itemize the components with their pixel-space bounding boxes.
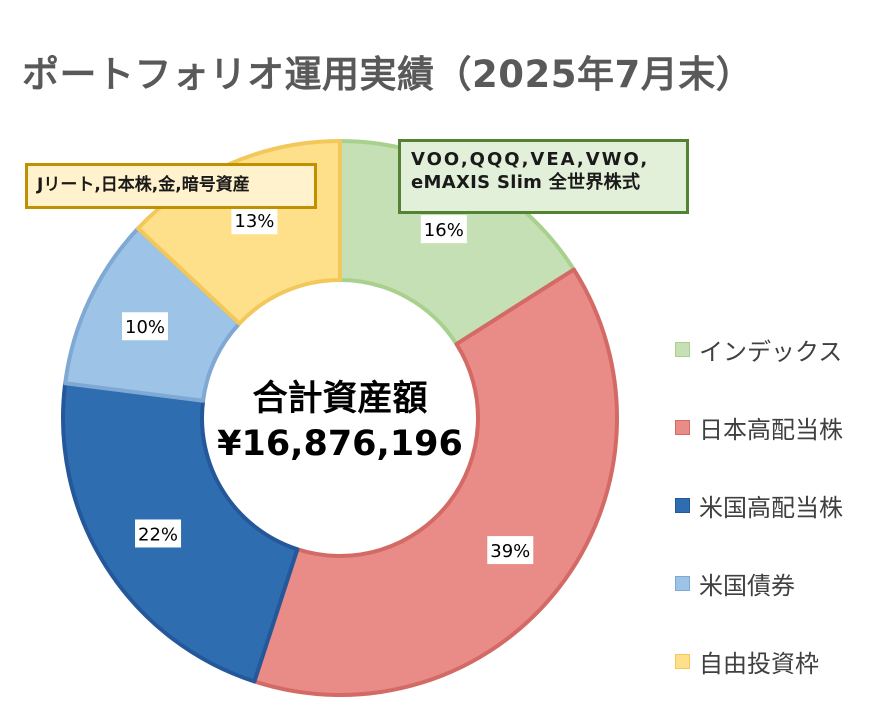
center-label: 合計資産額 (252, 379, 427, 419)
callout-free-investment: Jリート,日本株,金,暗号資産 (25, 163, 317, 209)
callout-reit-text: Jリート,日本株,金,暗号資産 (37, 175, 250, 195)
chart-title: ポートフォリオ運用実績（2025年7月末） (22, 53, 754, 96)
slice-label-1: 39% (490, 541, 530, 562)
slice-label-2: 22% (138, 524, 178, 545)
legend-label-3: 米国債券 (699, 572, 795, 600)
legend-swatch-4 (675, 654, 690, 669)
legend-item-2: 米国高配当株 (675, 488, 843, 566)
slice-label-box-0 (420, 215, 467, 244)
legend-swatch-1 (675, 420, 690, 435)
slice-label-4: 13% (234, 211, 274, 232)
legend-item-1: 日本高配当株 (675, 410, 843, 488)
slice-1 (252, 267, 619, 697)
legend-label-0: インデックス (699, 338, 843, 366)
slice-label-box-3 (122, 312, 169, 341)
callout-index-line1: VOO,QQQ,VEA,VWO, (411, 149, 650, 170)
slice-label-box-1 (487, 536, 534, 565)
legend-item-0: インデックス (675, 332, 843, 410)
legend: インデックス 日本高配当株 米国高配当株 米国債券自由投資枠 (675, 332, 843, 722)
slice-label-0: 16% (424, 220, 464, 241)
slice-label-3: 10% (125, 317, 165, 338)
legend-swatch-0 (675, 342, 690, 357)
legend-item-4: 自由投資枠 (675, 644, 843, 722)
slice-label-box-2 (135, 519, 182, 548)
legend-label-2: 米国高配当株 (699, 494, 843, 522)
legend-label-1: 日本高配当株 (699, 416, 843, 444)
legend-swatch-2 (675, 498, 690, 513)
legend-item-3: 米国債券 (675, 566, 843, 644)
center-value: ¥16,876,196 (217, 424, 463, 464)
callout-index-line2: eMAXIS Slim 全世界株式 (411, 172, 641, 193)
legend-label-4: 自由投資枠 (699, 650, 819, 678)
callout-index-funds: VOO,QQQ,VEA,VWO, eMAXIS Slim 全世界株式 (398, 139, 689, 214)
slice-label-box-4 (231, 206, 278, 235)
legend-swatch-3 (675, 576, 690, 591)
